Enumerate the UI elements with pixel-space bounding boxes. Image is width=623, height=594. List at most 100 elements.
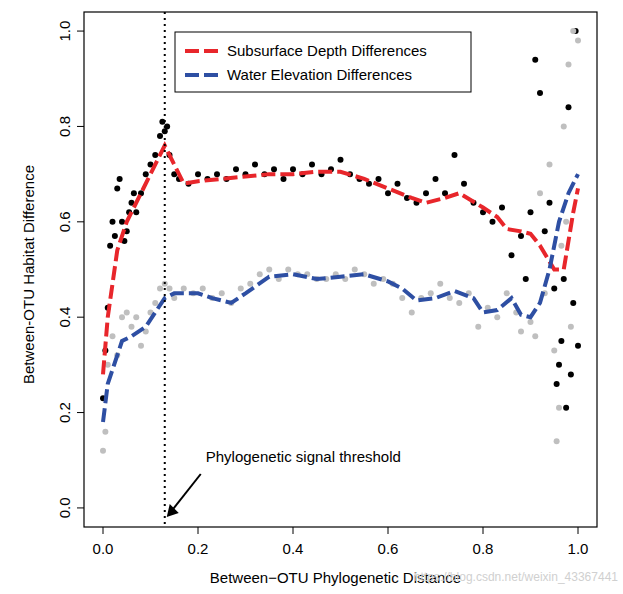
point xyxy=(433,176,439,182)
point xyxy=(110,219,116,225)
point xyxy=(499,205,505,211)
point xyxy=(157,133,163,139)
point xyxy=(110,333,116,339)
point xyxy=(252,162,258,168)
legend-swatch xyxy=(185,49,220,53)
watermark: https://blog.csdn.net/weixin_43367441 xyxy=(414,570,618,584)
point xyxy=(395,181,401,187)
point xyxy=(376,176,382,182)
point xyxy=(561,123,567,129)
point xyxy=(551,348,557,354)
point xyxy=(143,171,149,177)
x-tick xyxy=(103,527,104,534)
y-tick xyxy=(77,317,84,318)
point xyxy=(561,276,567,282)
point xyxy=(124,309,130,315)
plot-area xyxy=(100,12,581,527)
y-tick xyxy=(77,507,84,508)
x-tick-label: 0.6 xyxy=(378,540,399,557)
point xyxy=(547,162,553,168)
point xyxy=(554,381,560,387)
point xyxy=(102,429,108,435)
annotation: Phylogenetic signal threshold xyxy=(206,448,401,465)
legend-label: Water Elevation Differences xyxy=(227,66,412,83)
y-tick xyxy=(77,126,84,127)
x-tick-label: 0.0 xyxy=(93,540,114,557)
y-tick-label: 0.8 xyxy=(56,116,73,137)
x-tick xyxy=(388,527,389,534)
x-tick xyxy=(483,527,484,534)
point xyxy=(456,300,462,306)
point xyxy=(138,343,144,349)
x-tick-label: 0.2 xyxy=(188,540,209,557)
y-tick-label: 0.0 xyxy=(56,497,73,518)
point xyxy=(309,162,315,168)
point xyxy=(563,405,569,411)
point xyxy=(566,61,572,67)
point xyxy=(117,176,123,182)
point xyxy=(437,281,443,287)
y-tick-label: 0.6 xyxy=(56,211,73,232)
point xyxy=(537,90,543,96)
point xyxy=(152,300,158,306)
point xyxy=(556,362,562,368)
point xyxy=(112,233,118,239)
point xyxy=(490,219,496,225)
point xyxy=(504,290,510,296)
point xyxy=(107,243,113,249)
legend-label: Subsurface Depth Differences xyxy=(227,42,427,59)
point xyxy=(195,171,201,177)
point xyxy=(247,281,253,287)
point xyxy=(271,166,277,172)
point xyxy=(452,152,458,158)
point xyxy=(558,243,564,249)
y-axis-label: Between-OTU Habitat Difference xyxy=(20,165,37,384)
point xyxy=(575,343,581,349)
legend: Subsurface Depth Differences Water Elevat… xyxy=(175,32,471,92)
x-tick-label: 1.0 xyxy=(568,540,589,557)
point xyxy=(129,324,135,330)
point xyxy=(133,209,139,215)
point xyxy=(428,290,434,296)
point xyxy=(461,181,467,187)
point xyxy=(570,28,576,34)
point xyxy=(537,190,543,196)
y-tick-label: 0.4 xyxy=(56,307,73,328)
point xyxy=(558,338,564,344)
y-tick xyxy=(77,412,84,413)
point xyxy=(214,171,220,177)
point xyxy=(575,38,581,44)
x-tick-label: 0.4 xyxy=(283,540,304,557)
point xyxy=(554,438,560,444)
point xyxy=(532,57,538,63)
point xyxy=(570,300,576,306)
point xyxy=(385,190,391,196)
point xyxy=(157,286,163,292)
point xyxy=(563,219,569,225)
point xyxy=(338,157,344,163)
point xyxy=(423,190,429,196)
point xyxy=(556,405,562,411)
threshold-line xyxy=(164,12,166,527)
point xyxy=(167,286,173,292)
legend-swatch xyxy=(185,73,220,77)
point xyxy=(518,328,524,334)
point xyxy=(509,252,515,258)
x-tick xyxy=(578,527,579,534)
point xyxy=(568,371,574,377)
y-tick xyxy=(77,31,84,32)
y-tick-label: 0.2 xyxy=(56,402,73,423)
point xyxy=(371,281,377,287)
x-tick-label: 0.8 xyxy=(473,540,494,557)
point xyxy=(532,333,538,339)
point xyxy=(100,448,106,454)
point xyxy=(547,200,553,206)
point xyxy=(494,314,500,320)
point xyxy=(133,314,139,320)
point xyxy=(542,228,548,234)
point xyxy=(551,286,557,292)
point xyxy=(114,185,120,191)
line xyxy=(103,146,578,375)
plot-frame xyxy=(84,12,597,527)
point xyxy=(352,267,358,273)
